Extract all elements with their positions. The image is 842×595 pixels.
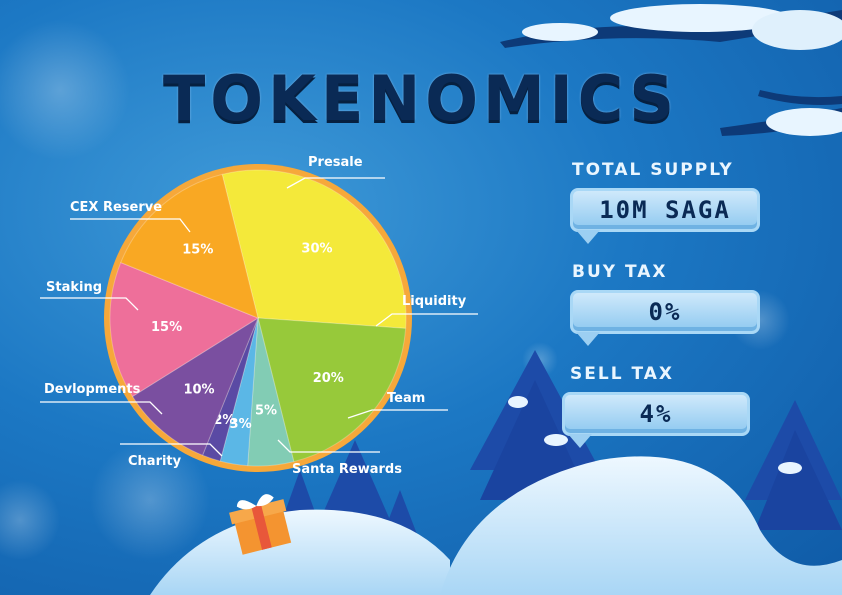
snow-hill [150,509,450,595]
leader-line-cex-reserve [70,218,191,233]
slice-percent-staking: 15% [151,320,182,335]
category-label-presale: Presale [308,155,363,170]
pine-tree [470,350,600,500]
total-supply-value: 10M SAGA [599,196,731,224]
total-supply-bubble: 10M SAGA [570,188,760,244]
leader-line-staking [40,297,139,311]
slice-percent-charity: 2% [213,413,235,428]
gift-box [229,494,292,555]
bubble-tail [568,434,592,448]
leader-line-devlopments [40,401,163,415]
category-label-staking: Staking [46,280,102,295]
snowy-branch [720,90,842,136]
leader-line-team [347,409,448,419]
slice-percent-cex-reserve: 15% [182,243,213,258]
bokeh-light [0,20,130,160]
bubble-box [570,290,760,334]
bokeh-light [0,480,60,560]
pie-slice-team [247,317,295,467]
pie-slice-liquidity [257,317,407,463]
page-title: TOKENOMICS [162,62,680,135]
buy-tax-heading: BUY TAX [572,262,668,282]
pie-slice-staking [109,261,260,398]
category-label-devlopments: Devlopments [44,382,141,397]
slice-percent-presale: 30% [301,242,332,257]
pie-slice-charity [201,317,259,462]
bubble-box [570,188,760,232]
pine-tree [745,400,842,530]
buy-tax-bubble: 0% [570,290,760,346]
category-label-team: Team [387,391,425,406]
leader-line-liquidity [375,313,478,327]
category-label-cex-reserve: CEX Reserve [70,200,162,215]
sell-tax-heading: SELL TAX [570,364,674,384]
bubble-box [562,392,750,436]
bubble-tail [576,230,600,244]
category-label-santa-rewards: Santa Rewards [292,462,402,477]
slice-percent-liquidity: 20% [313,371,344,386]
leader-line-santa-rewards [277,439,380,453]
category-label-charity: Charity [128,454,182,469]
buy-tax-value: 0% [648,298,682,326]
total-supply-heading: TOTAL SUPPLY [572,160,734,180]
bubble-tail [576,332,600,346]
pie-slice-presale [221,169,407,329]
slice-percent-devlopments: 10% [183,382,214,397]
pie-slice-devlopments [131,316,260,456]
leader-line-presale [286,177,385,189]
snow-hill [440,456,842,595]
sell-tax-value: 4% [639,400,673,428]
bokeh-light [90,440,210,560]
snowy-branch [500,4,842,50]
slice-percent-santa-rewards: 3% [230,417,252,432]
pie-slice-cex-reserve [120,173,259,319]
sell-tax-bubble: 4% [562,392,750,448]
leader-line-charity [120,443,223,457]
slice-percent-team: 5% [255,403,277,418]
category-label-liquidity: Liquidity [402,294,467,309]
pie-slice-santa-rewards [219,317,259,467]
